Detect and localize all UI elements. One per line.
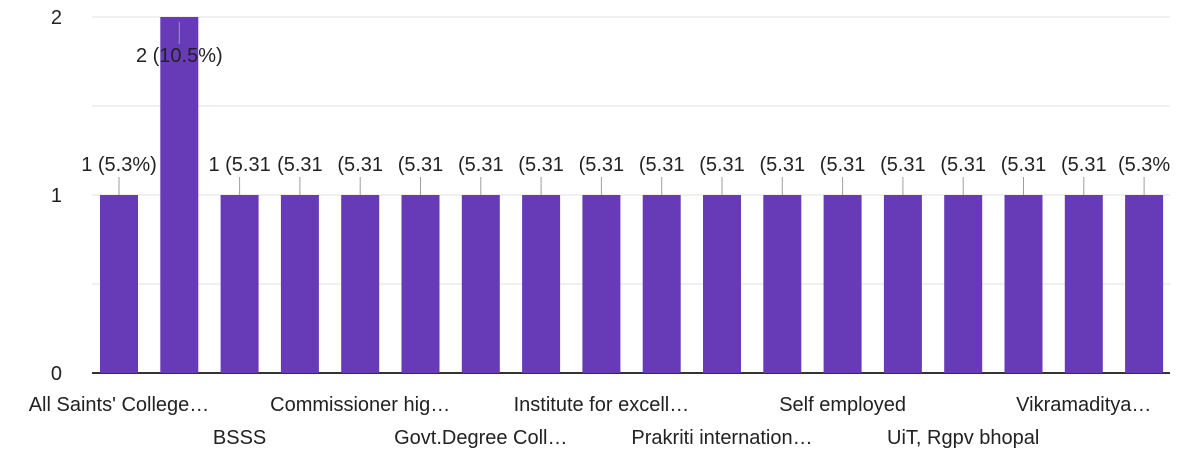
data-label: (5.31 [639,154,685,176]
data-label: (5.31 [398,154,444,176]
data-label: (5.31 [699,154,745,176]
bar [763,195,802,373]
data-label: (5.3% [1118,154,1170,176]
x-category-label: Govt.Degree Coll… [394,427,567,449]
data-label: (5.31 [518,154,564,176]
x-category-label: UiT, Rgpv bhopal [887,427,1039,449]
bar [461,195,500,373]
data-label: (5.31 [760,154,806,176]
bar [883,195,922,373]
data-label: (5.31 [277,154,323,176]
data-label: (5.31 [940,154,986,176]
x-category-label: Prakriti internation… [631,427,812,449]
data-label: 1 (5.3%) [81,154,157,176]
bar [642,195,681,373]
bar [522,195,561,373]
data-label: (5.31 [458,154,504,176]
bar [1125,195,1164,373]
bar [401,195,440,373]
data-label: (5.31 [880,154,926,176]
x-category-label: Commissioner hig… [270,394,450,416]
x-category-label: Vikramaditya… [1016,394,1151,416]
x-category-label: BSSS [213,427,266,449]
bar [703,195,741,373]
data-label: (5.31 [1001,154,1047,176]
data-label: 1 (5.31 [208,154,270,176]
data-label: (5.31 [820,154,866,176]
bar [944,195,983,373]
data-label: (5.31 [579,154,625,176]
bar [341,195,380,373]
bar [582,195,621,373]
bar [1004,195,1043,373]
y-tick-label: 0 [51,363,62,385]
bar [823,195,862,373]
data-label: (5.31 [1061,154,1107,176]
x-category-label: Self employed [779,394,906,416]
x-category-label: All Saints' College… [29,394,210,416]
x-category-label: Institute for excell… [514,394,690,416]
bar [220,195,259,373]
y-tick-label: 2 [51,7,62,29]
y-tick-label: 1 [51,185,62,207]
data-label: 2 (10.5%) [136,45,223,67]
bar [280,195,319,373]
bar [100,195,138,373]
bar [160,17,199,373]
bar [1064,195,1103,373]
data-label: (5.31 [337,154,383,176]
